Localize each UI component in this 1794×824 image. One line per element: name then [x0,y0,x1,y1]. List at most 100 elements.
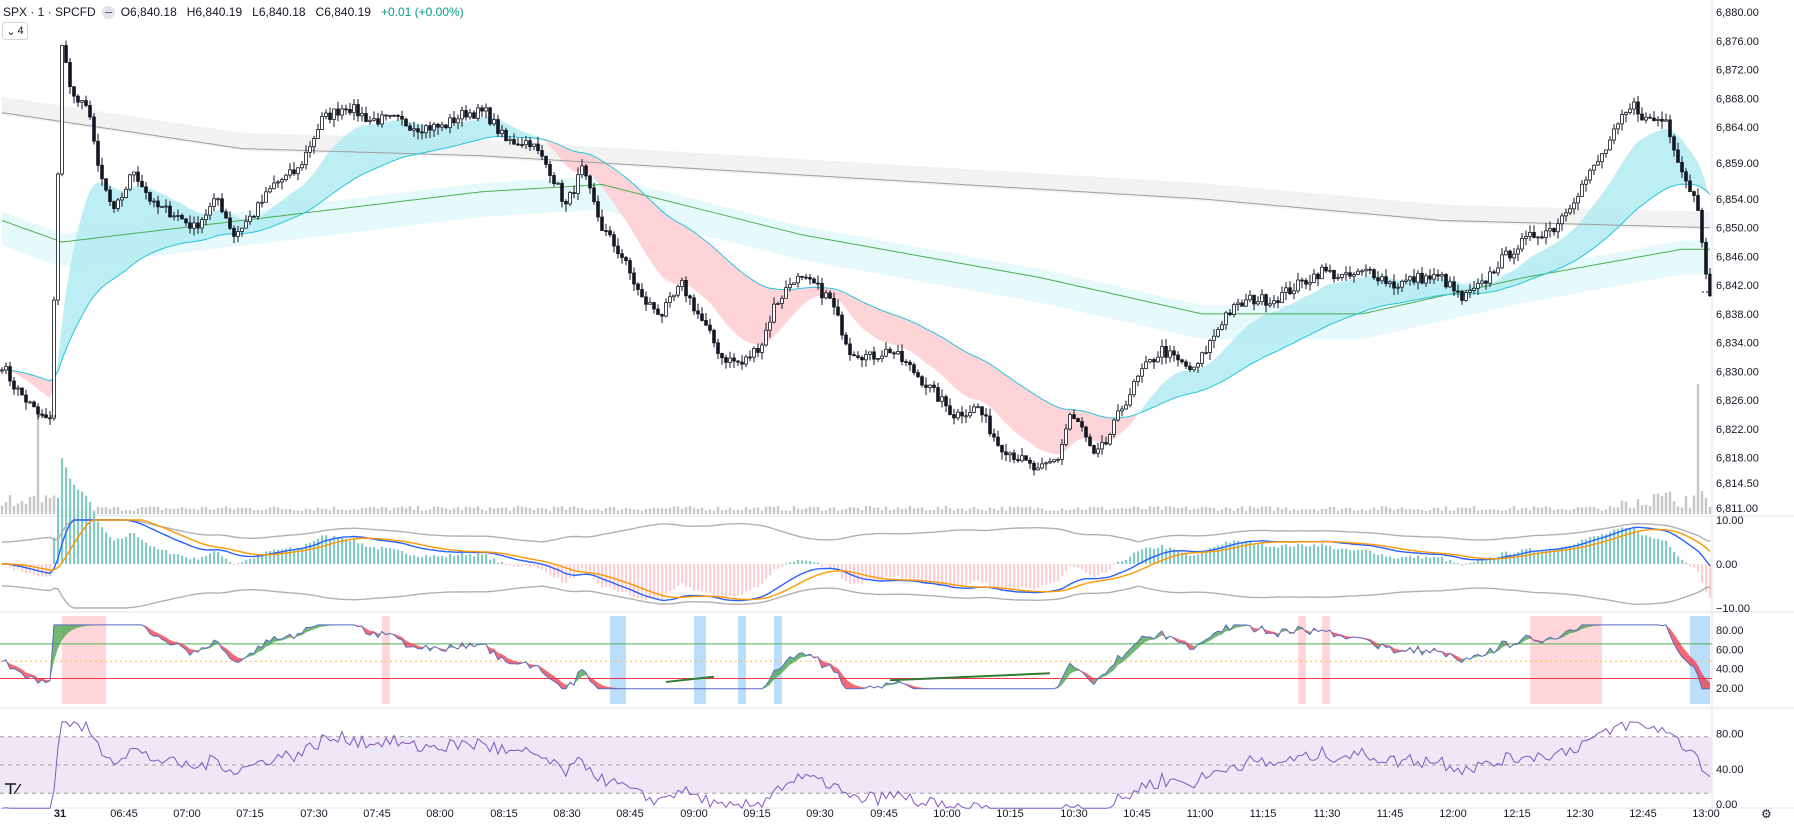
candle[interactable] [1512,253,1516,259]
candle[interactable] [1144,361,1148,370]
candle[interactable] [152,200,156,203]
candle[interactable] [820,283,824,299]
candle[interactable] [656,308,660,315]
candle[interactable] [1596,161,1600,166]
candle[interactable] [760,344,764,353]
candle[interactable] [1376,277,1380,282]
candle[interactable] [1308,281,1312,285]
candle[interactable] [1460,291,1464,301]
candle[interactable] [756,348,760,353]
candle[interactable] [552,175,556,185]
candle[interactable] [1084,426,1088,438]
candle[interactable] [1480,280,1484,284]
candle[interactable] [1676,149,1680,163]
candle[interactable] [1560,215,1564,225]
candle[interactable] [336,108,340,116]
candle[interactable] [856,355,860,358]
candle[interactable] [332,108,336,120]
candle[interactable] [108,189,112,203]
candle[interactable] [280,179,284,183]
candle[interactable] [1612,128,1616,141]
candle[interactable] [1608,139,1612,151]
candle[interactable] [608,230,612,236]
candle[interactable] [1032,462,1036,471]
candle[interactable] [688,295,692,299]
candle[interactable] [60,45,64,175]
candle[interactable] [668,296,672,303]
candle[interactable] [800,275,804,278]
candle[interactable] [500,129,504,134]
candle[interactable] [612,234,616,247]
candle[interactable] [1016,459,1020,462]
candle[interactable] [1188,365,1192,371]
candle[interactable] [1268,303,1272,306]
candle[interactable] [400,115,404,120]
candle[interactable] [844,334,848,345]
candle[interactable] [1564,212,1568,217]
candle[interactable] [1468,290,1472,293]
candle[interactable] [564,200,568,205]
candle[interactable] [720,353,724,359]
candle[interactable] [1620,114,1624,125]
candle[interactable] [928,384,932,388]
candle[interactable] [192,222,196,229]
candle[interactable] [276,181,280,184]
candle[interactable] [324,112,328,117]
candle[interactable] [1168,350,1172,358]
candle[interactable] [896,350,900,355]
candle[interactable] [56,173,60,301]
candle[interactable] [952,414,956,419]
candle[interactable] [560,182,564,202]
candle[interactable] [1568,208,1572,214]
candle[interactable] [268,188,272,193]
candle[interactable] [356,104,360,117]
candle[interactable] [1456,290,1460,293]
candle[interactable] [164,205,168,208]
candle[interactable] [1212,335,1216,341]
candle[interactable] [1400,280,1404,288]
candle[interactable] [1176,354,1180,361]
candle[interactable] [340,108,344,116]
candle[interactable] [1340,273,1344,278]
candle[interactable] [1288,287,1292,295]
candle[interactable] [188,222,192,229]
candle[interactable] [792,282,796,285]
candle[interactable] [172,215,176,218]
candle[interactable] [1392,281,1396,289]
candle[interactable] [1448,281,1452,288]
candle[interactable] [996,436,1000,446]
candle[interactable] [448,117,452,129]
candle[interactable] [1624,112,1628,115]
candle[interactable] [52,299,56,419]
candle[interactable] [36,406,40,415]
candle[interactable] [140,180,144,188]
candle[interactable] [1528,232,1532,237]
candle[interactable] [488,107,492,125]
candle[interactable] [1644,116,1648,121]
candle[interactable] [948,405,952,415]
candle[interactable] [1048,461,1052,464]
divergence-line[interactable] [889,672,1051,682]
candle[interactable] [684,279,688,297]
candle[interactable] [1388,281,1392,284]
candle[interactable] [592,187,596,203]
candle[interactable] [1688,180,1692,192]
candle[interactable] [1328,269,1332,272]
candle[interactable] [1324,266,1328,272]
candle[interactable] [68,62,72,88]
candle[interactable] [624,257,628,261]
candle[interactable] [476,107,480,119]
candle[interactable] [300,164,304,169]
candle[interactable] [1556,223,1560,233]
candle[interactable] [460,110,464,120]
candle[interactable] [1080,421,1084,428]
divergence-line[interactable] [665,675,715,683]
candle[interactable] [484,107,488,112]
candle[interactable] [1000,445,1004,453]
candle[interactable] [1652,117,1656,122]
candle[interactable] [580,165,584,176]
candle[interactable] [1404,279,1408,282]
candle[interactable] [628,260,632,274]
candle[interactable] [796,275,800,284]
candle[interactable] [376,118,380,125]
